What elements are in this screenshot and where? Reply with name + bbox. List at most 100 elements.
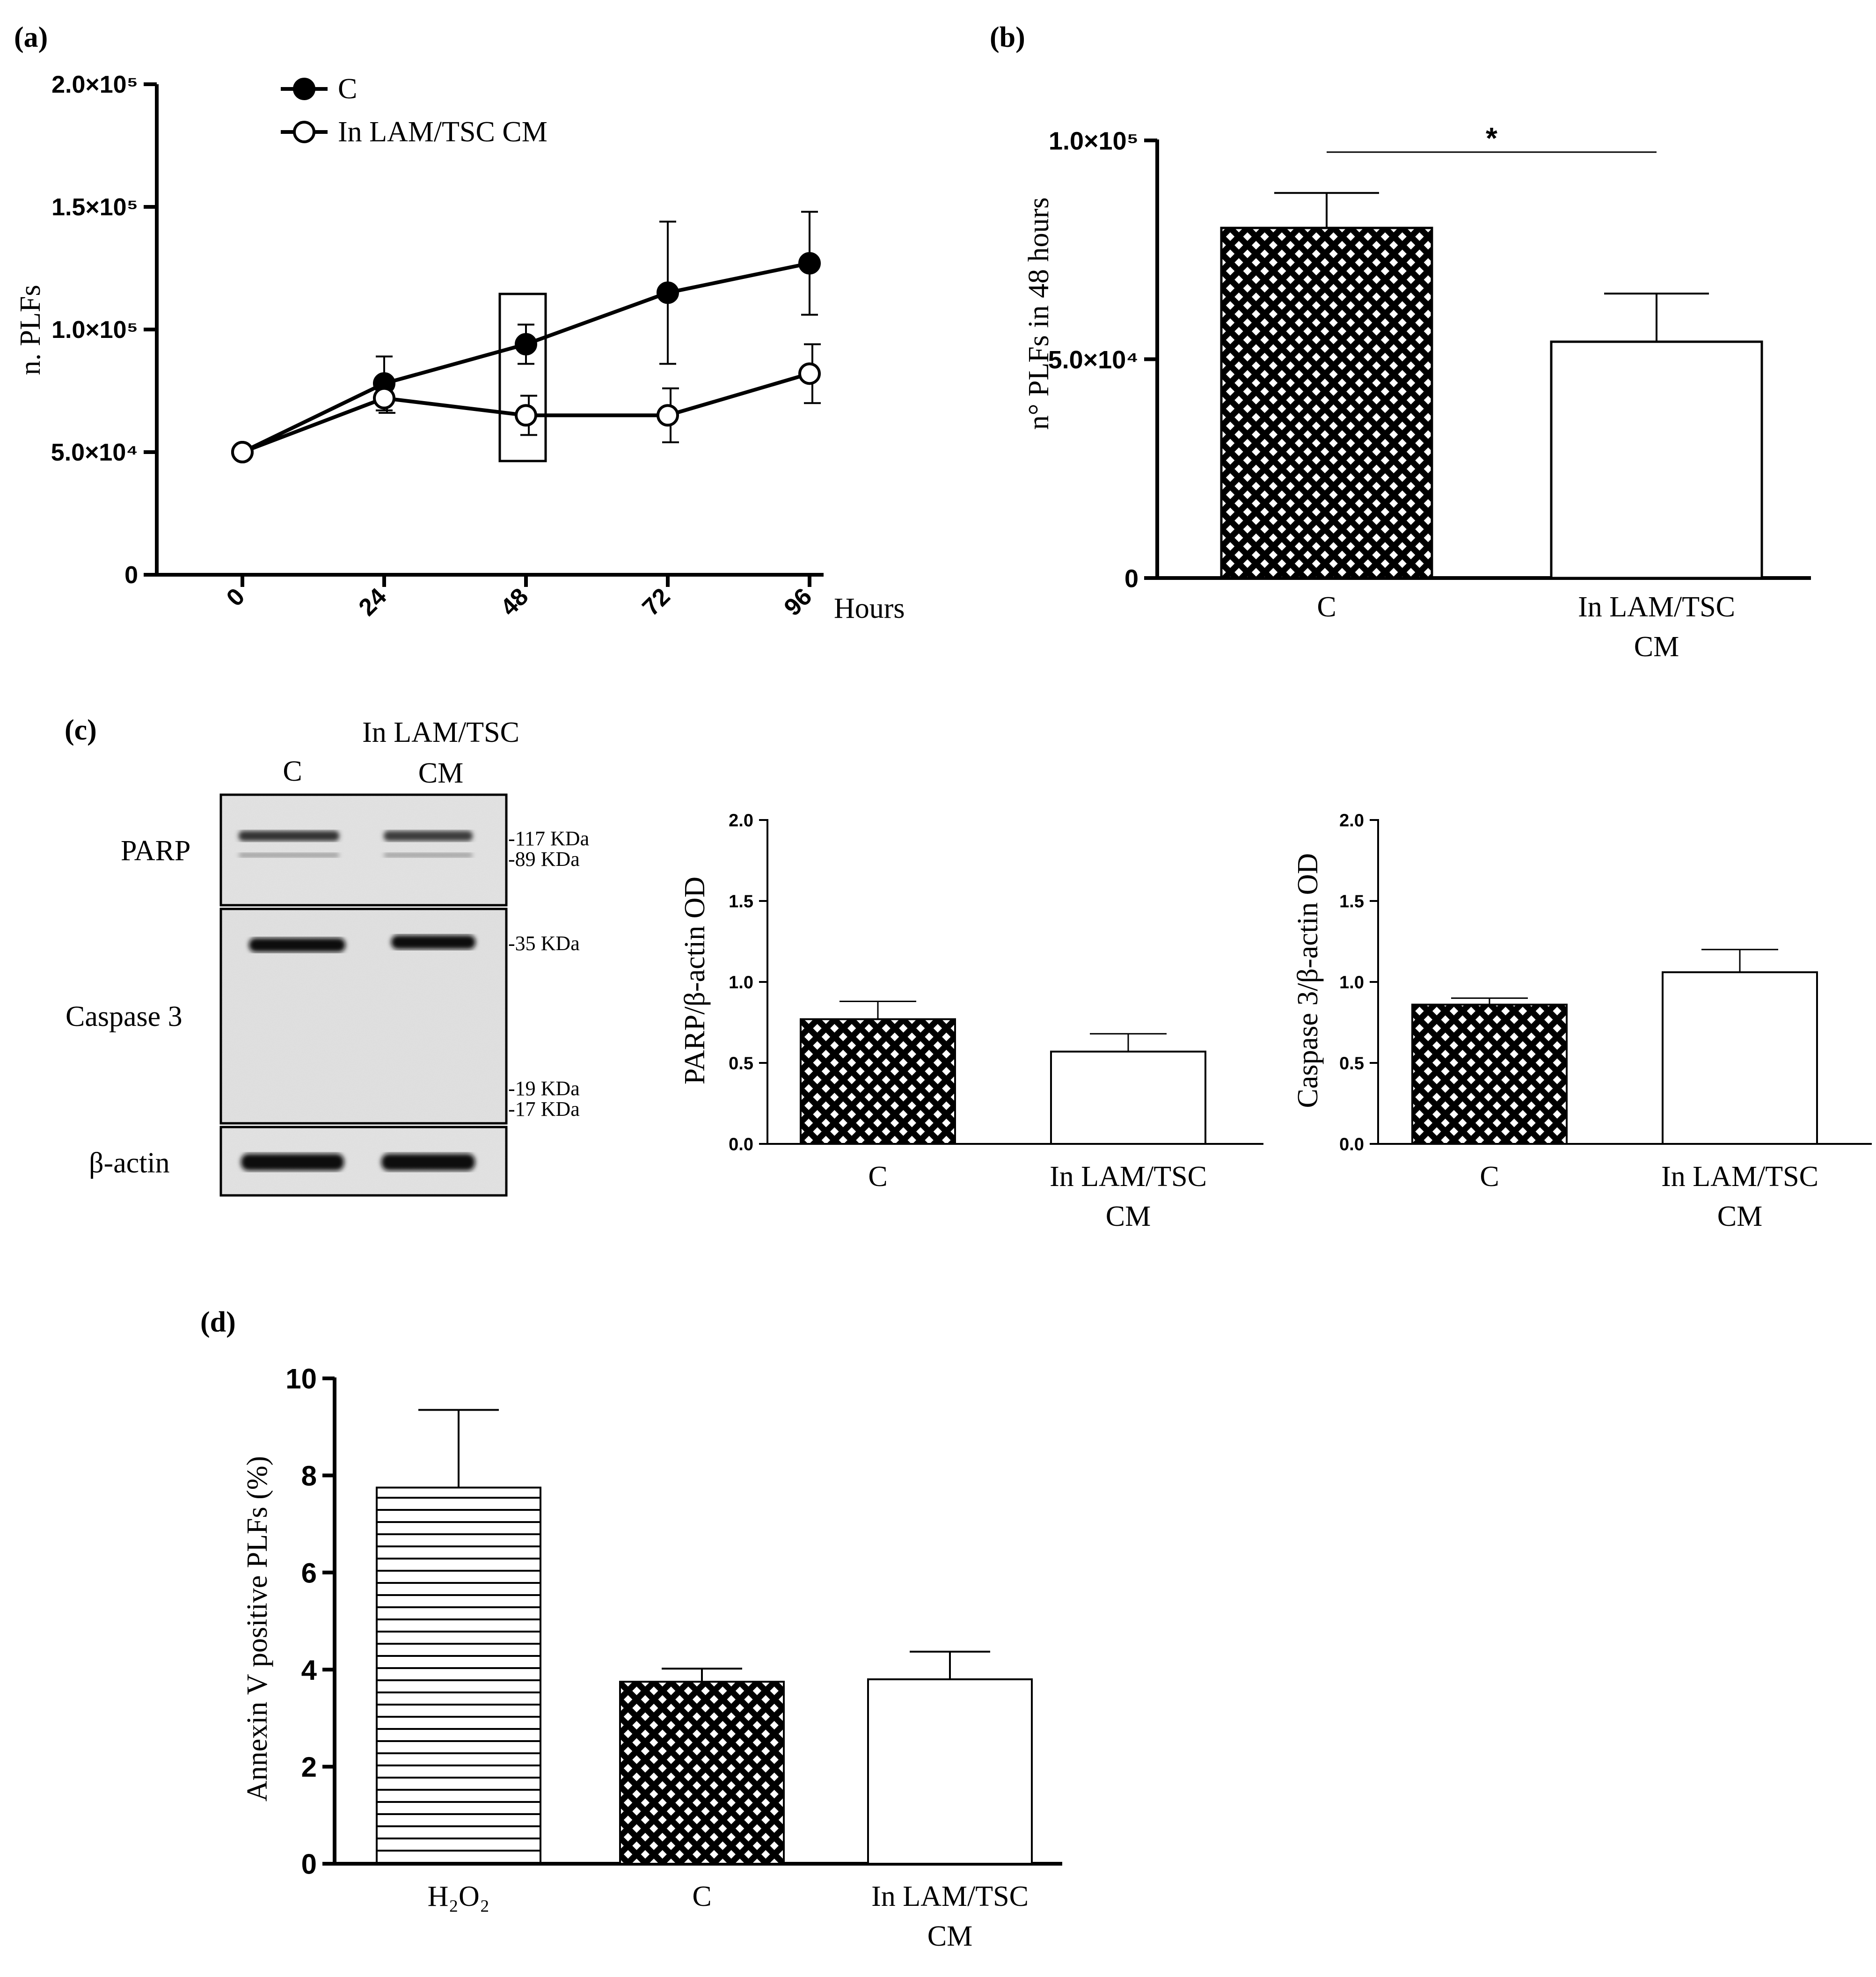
- bar-in-lam-tsc-cm: [1050, 1050, 1206, 1145]
- x-tick-label: 96: [779, 583, 818, 621]
- panel-label-c: (c): [65, 714, 97, 746]
- data-point: [515, 333, 537, 356]
- data-point: [373, 387, 395, 410]
- x-tick-label: 72: [637, 583, 676, 621]
- y-tick-label: 0: [124, 562, 138, 589]
- bar-c: [800, 1018, 956, 1145]
- marker-19: -19 KDa: [508, 1077, 580, 1100]
- bar-in-lam-tsc-cm: [1550, 340, 1763, 579]
- band-casp-lam-35: [391, 935, 475, 949]
- band-parp-lam-117: [384, 831, 473, 841]
- band-actin-c: [241, 1154, 344, 1171]
- x-category-label: In LAM/TSC: [871, 1881, 1029, 1912]
- x-axis-label: Hours: [834, 593, 905, 624]
- bar-in-lam-tsc-cm: [867, 1678, 1033, 1865]
- y-tick-label: 1.5: [729, 892, 753, 912]
- data-point: [515, 404, 537, 427]
- marker-35: -35 KDa: [508, 932, 580, 955]
- x-category-label: CM: [927, 1920, 972, 1952]
- x-category-label: CM: [1634, 631, 1679, 663]
- panel-label-d: (d): [200, 1306, 236, 1338]
- y-tick-label: 0.0: [1339, 1135, 1364, 1155]
- data-point: [231, 441, 254, 463]
- x-category-label: In LAM/TSC: [1578, 591, 1735, 623]
- x-category-label: C: [692, 1881, 711, 1912]
- y-tick-label: 5.0×10⁴: [1048, 346, 1139, 374]
- marker-17: -17 KDa: [508, 1098, 580, 1120]
- y-tick-label: 1.0: [1339, 973, 1364, 993]
- data-point: [798, 252, 821, 275]
- y-tick-label: 2.0: [1339, 811, 1364, 831]
- legend-label-lam: In LAM/TSC CM: [338, 116, 547, 148]
- x-tick-label: 48: [496, 583, 534, 621]
- y-tick-label: 5.0×10⁴: [51, 439, 138, 466]
- band-actin-lam: [381, 1154, 475, 1171]
- legend: C In LAM/TSC CM: [281, 73, 547, 148]
- panel-label-b: (b): [990, 22, 1025, 53]
- y-tick-label: 2.0×10⁵: [51, 71, 138, 98]
- bar-in-lam-tsc-cm: [1662, 971, 1818, 1145]
- x-category-label: H₂O₂: [428, 1881, 490, 1912]
- y-axis-label: PARP/β-actin OD: [679, 877, 711, 1084]
- x-tick-label: 24: [354, 583, 392, 621]
- bar-c: [1411, 1003, 1568, 1145]
- blot-lane-c: C: [283, 755, 302, 787]
- x-category-label: In LAM/TSC: [1050, 1161, 1207, 1193]
- band-casp-c-35: [249, 938, 345, 952]
- y-axis-label: Annexin V positive PLFs (%): [241, 1456, 273, 1801]
- blot-row-label-actin: β-actin: [89, 1147, 170, 1179]
- y-tick-label: 0.5: [1339, 1054, 1364, 1074]
- y-tick-label: 2.0: [729, 811, 753, 831]
- highlight-box: [498, 293, 547, 462]
- blot-lane-lam-line1: In LAM/TSC: [362, 717, 519, 748]
- chart-c-parp-bar: PARP/β-actin OD 0.0 0.5 1.0 1.5 2.0 C In LAM/T…: [679, 811, 1263, 1232]
- y-tick-label: 0.5: [729, 1054, 753, 1074]
- x-category-label: In LAM/TSC: [1661, 1161, 1818, 1193]
- x-category-label: CM: [1717, 1201, 1762, 1232]
- y-axis-label: Caspase 3/β-actin OD: [1292, 853, 1324, 1108]
- y-tick-label: 1.5×10⁵: [51, 194, 138, 221]
- data-point: [798, 362, 821, 385]
- y-tick-label: 0: [1124, 564, 1139, 593]
- blot-row-label-parp: PARP: [121, 835, 190, 867]
- y-tick-label: 1.0×10⁵: [51, 316, 138, 344]
- bar-c: [1220, 227, 1433, 579]
- x-category-label: CM: [1106, 1201, 1151, 1232]
- y-tick-label: 10: [285, 1363, 317, 1395]
- y-tick-label: 8: [301, 1460, 317, 1492]
- y-axis-label: n° PLFs in 48 hours: [1023, 198, 1055, 430]
- x-tick-label: 0: [221, 583, 250, 611]
- blot-lane-lam-line2: CM: [418, 757, 463, 789]
- chart-d-bar: Annexin V positive PLFs (%) 0 2 4 6 8 10 H₂O₂ C…: [241, 1363, 1062, 1952]
- y-tick-label: 6: [301, 1557, 317, 1589]
- y-tick-label: 0: [301, 1849, 317, 1880]
- legend-marker-lam: [293, 121, 315, 143]
- x-category-label: C: [1317, 591, 1336, 623]
- y-tick-label: 2: [301, 1751, 317, 1783]
- bar-c: [619, 1681, 785, 1865]
- y-axis-label: n. PLFs: [15, 285, 46, 375]
- blot-row-label-caspase3: Caspase 3: [66, 1001, 182, 1032]
- data-point: [657, 404, 679, 427]
- legend-marker-c: [293, 78, 315, 100]
- legend-label-c: C: [338, 73, 357, 105]
- x-category-label: C: [868, 1161, 887, 1193]
- bar-h2o2: [376, 1486, 541, 1865]
- band-parp-c-117: [239, 831, 339, 841]
- significance-star: *: [1486, 121, 1497, 155]
- western-blot: C In LAM/TSC CM PARP -117 KDa -89 KDa Ca…: [66, 717, 589, 1197]
- y-tick-label: 1.5: [1339, 892, 1364, 912]
- marker-117: -117 KDa: [508, 827, 589, 850]
- band-parp-c-89: [239, 853, 339, 857]
- panel-label-a: (a): [14, 22, 48, 53]
- data-point: [657, 281, 679, 304]
- marker-89: -89 KDa: [508, 848, 580, 871]
- y-tick-label: 1.0×10⁵: [1049, 127, 1139, 155]
- y-tick-label: 0.0: [729, 1135, 753, 1155]
- y-tick-label: 4: [301, 1655, 317, 1686]
- chart-b-bar: n° PLFs in 48 hours 0 5.0×10⁴ 1.0×10⁵ C In L…: [1023, 121, 1811, 663]
- chart-c-caspase3-bar: Caspase 3/β-actin OD 0.0 0.5 1.0 1.5 2.0 C In …: [1292, 811, 1872, 1232]
- band-parp-lam-89: [384, 853, 473, 857]
